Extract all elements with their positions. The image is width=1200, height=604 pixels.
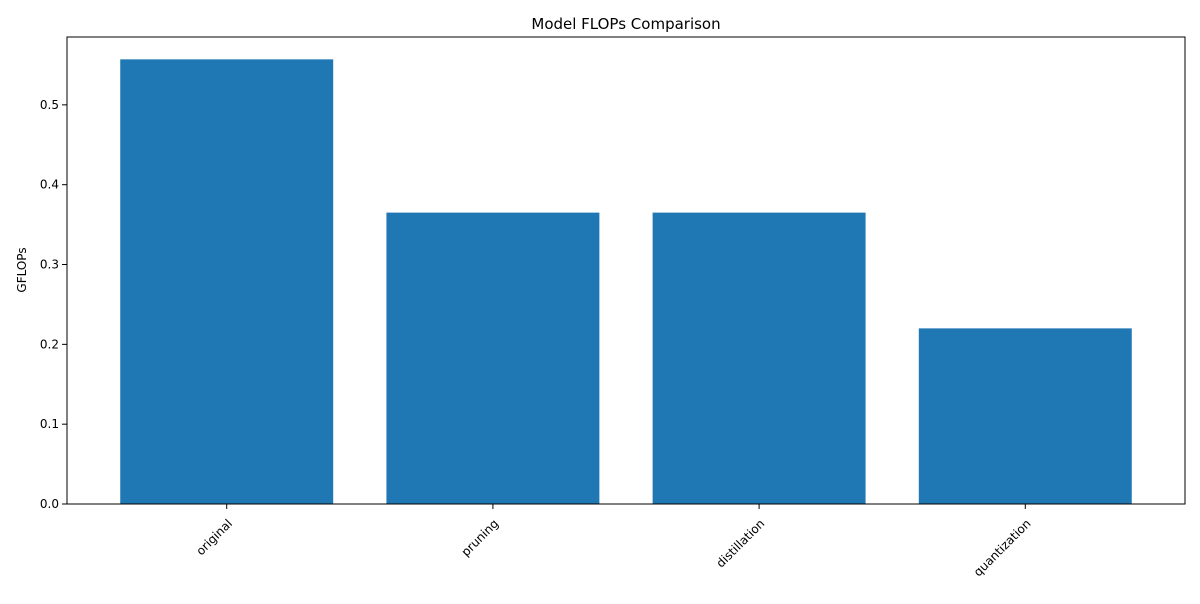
bar-distillation — [652, 212, 866, 504]
bar-pruning — [386, 212, 600, 504]
plot-frame — [66, 36, 1186, 505]
chart-title: Model FLOPs Comparison — [531, 15, 720, 33]
y-axis-label: GFLOPs — [15, 247, 29, 292]
y-tick-label: 0.2 — [40, 337, 59, 351]
bar-quantization — [918, 328, 1132, 504]
y-tick-label: 0.3 — [40, 258, 59, 272]
y-tick-label: 0.0 — [40, 497, 59, 511]
bars-layer — [120, 59, 1132, 504]
y-tick-label: 0.5 — [40, 98, 59, 112]
bar-original — [120, 59, 334, 504]
y-axis: 0.0 0.1 0.2 0.3 0.4 0.5 — [40, 98, 67, 511]
y-tick-label: 0.1 — [40, 417, 59, 431]
y-tick-label: 0.4 — [40, 178, 59, 192]
